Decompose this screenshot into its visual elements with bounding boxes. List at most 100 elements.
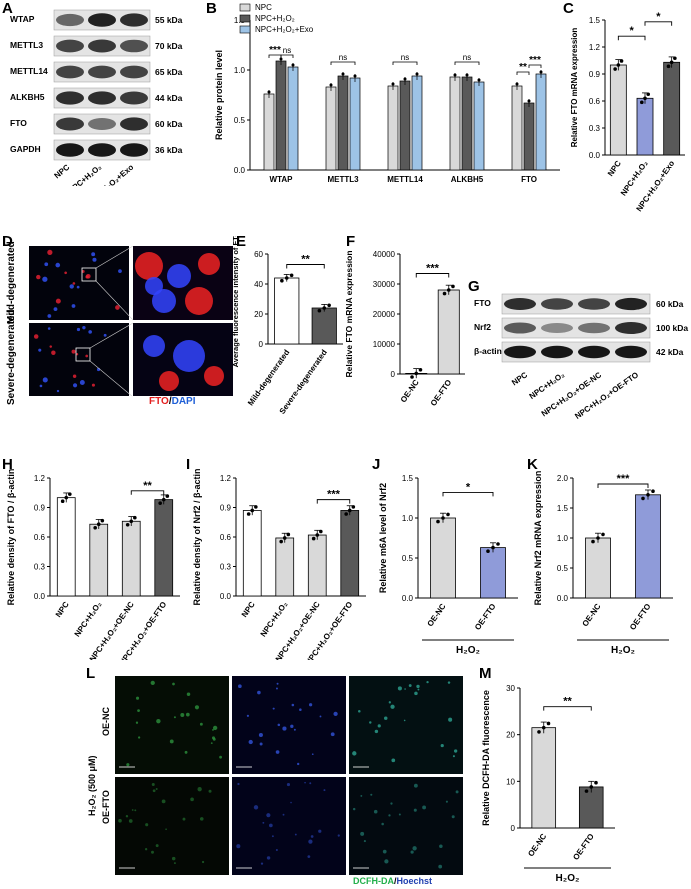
cell-dot — [286, 782, 291, 787]
cell-dot — [172, 682, 175, 686]
cell-dot — [131, 809, 134, 811]
cell-dot — [169, 739, 174, 744]
y-tick-label: 40 — [254, 280, 263, 289]
cell-dot — [397, 686, 402, 691]
panel-e-chart: 0 20 40 60 Average fluorescence intensity of… — [231, 236, 343, 416]
cell-dot — [76, 285, 80, 289]
data-point — [317, 308, 322, 313]
cell-dot — [39, 384, 43, 388]
significance-label: *** — [617, 473, 631, 485]
cell-dot — [69, 284, 74, 289]
cell-dot — [453, 749, 458, 753]
panel-label-h: H — [2, 456, 13, 473]
data-point — [515, 82, 519, 86]
cell-dot — [47, 327, 51, 330]
y-tick-label: 20 — [506, 731, 515, 740]
panel-label-i: I — [186, 456, 191, 473]
cell-dot — [266, 856, 271, 860]
blot-band — [56, 13, 84, 27]
bar — [325, 86, 337, 171]
blot-band — [120, 117, 148, 131]
blot-band — [504, 322, 536, 334]
cell-dot — [71, 349, 76, 354]
blot-lane-area — [501, 317, 651, 339]
panel-label-f: F — [346, 233, 356, 250]
cell-dot — [307, 855, 311, 858]
cell-dot — [410, 850, 414, 854]
y-axis-label: Relative density of Nrf2 / β-actin — [192, 468, 202, 605]
data-point — [673, 56, 677, 61]
cell-dot — [125, 814, 129, 818]
significance-label: ** — [563, 696, 572, 708]
y-tick-label: 0.9 — [34, 504, 46, 513]
blot-row-label: METTL14 — [10, 66, 48, 76]
cell-dot — [276, 682, 279, 685]
data-point — [129, 519, 134, 524]
x-tick-label: Mild-degenerated — [246, 348, 291, 408]
cell-dot — [197, 787, 202, 792]
cell-dot — [333, 711, 338, 717]
bar — [337, 75, 349, 171]
bar — [531, 727, 557, 829]
cell-dot — [360, 794, 363, 797]
bar — [480, 547, 506, 599]
significance-label: ** — [519, 62, 527, 73]
cell-dot — [185, 712, 190, 717]
lane-label: NPC — [53, 162, 72, 180]
cell-dot — [384, 716, 388, 720]
data-point — [403, 77, 407, 81]
cell-dot — [199, 722, 203, 726]
panel-label-g: G — [468, 278, 480, 295]
cell-dot — [309, 782, 312, 785]
panel-label-l: L — [86, 665, 96, 682]
row-label-severe: Severe-degenerated — [6, 309, 17, 405]
cell-dot — [33, 334, 39, 339]
y-tick-label: 0 — [391, 370, 396, 379]
cell-dot — [91, 252, 96, 257]
y-tick-label: 0.6 — [220, 533, 232, 542]
legend-label: NPC+H₂O₂ — [255, 14, 295, 23]
x-tick-label: FTO — [521, 175, 537, 184]
cell-dot — [277, 723, 281, 727]
bar — [535, 73, 547, 171]
bar — [635, 494, 661, 599]
cell-dot — [128, 819, 133, 823]
x-tick-label: METTL3 — [327, 175, 359, 184]
cell-dot — [358, 709, 361, 713]
cell-dot — [47, 249, 53, 256]
blot-band — [541, 298, 573, 310]
data-point — [669, 60, 674, 65]
cell-dot — [268, 823, 273, 828]
cell-dot — [150, 680, 155, 685]
significance-label: ns — [463, 53, 471, 62]
bar — [449, 76, 461, 171]
data-point — [415, 72, 419, 76]
significance-bracket — [644, 21, 673, 26]
cell-dot — [272, 707, 275, 710]
cell-dot — [452, 755, 455, 758]
cell-dot — [422, 805, 427, 810]
data-point — [279, 57, 283, 61]
bar — [609, 64, 627, 156]
panel-d-micrographs: Mild-degenerated Severe-degenerated FTO/… — [2, 241, 237, 407]
cell-dot — [363, 840, 366, 843]
bar — [387, 85, 399, 171]
cell-dot — [373, 809, 378, 814]
data-point — [347, 508, 352, 513]
blot-band — [56, 117, 84, 131]
zoomed-cell — [145, 277, 163, 295]
row-label-oe-fto: OE-FTO — [101, 790, 111, 824]
x-tick-label: OE-NC — [526, 832, 548, 858]
significance-bracket — [597, 483, 649, 488]
data-point — [546, 721, 551, 726]
data-point — [329, 83, 333, 87]
data-point — [465, 73, 469, 77]
data-point — [446, 512, 450, 517]
bar — [411, 75, 423, 171]
legend-swatch — [239, 14, 251, 23]
blot-band — [88, 13, 116, 27]
blot-band — [88, 91, 116, 105]
blot-row-label: Nrf2 — [474, 322, 491, 332]
data-point — [267, 90, 271, 94]
cell-dot — [304, 781, 306, 784]
